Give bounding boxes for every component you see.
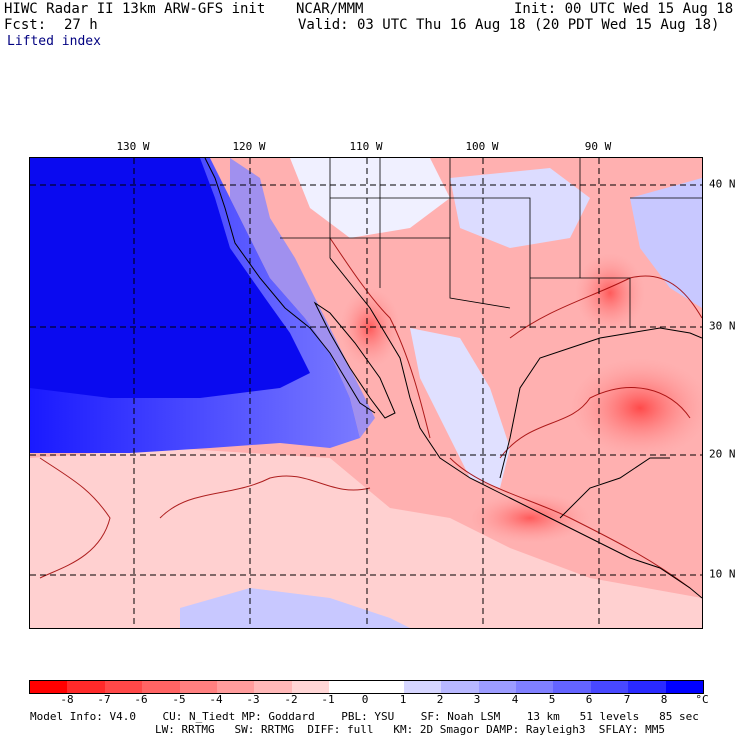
colorbar-swatch — [142, 681, 180, 693]
colorbar-tick: 3 — [473, 693, 481, 706]
colorbar-swatch — [67, 681, 105, 693]
colorbar-swatch — [553, 681, 591, 693]
lat-label: 20 N — [709, 447, 736, 461]
heat-gulf — [570, 358, 702, 458]
lon-label: 100 W — [465, 140, 499, 153]
lat-label: 40 N — [709, 177, 736, 191]
colorbar-unit: °C — [695, 693, 709, 706]
lifted-index-map — [29, 157, 703, 629]
lat-label: 30 N — [709, 319, 736, 333]
lon-label: 110 W — [349, 140, 383, 153]
map-canvas — [30, 158, 702, 628]
colorbar — [29, 680, 704, 694]
colorbar-tick: -4 — [209, 693, 223, 706]
blue-ocean-core — [30, 158, 310, 398]
init-time: Init: 00 UTC Wed 15 Aug 18 — [514, 1, 734, 17]
heat-south-central — [575, 253, 645, 333]
colorbar-swatch — [478, 681, 517, 693]
colorbar-tick: 7 — [623, 693, 631, 706]
valid-time: Valid: 03 UTC Thu 16 Aug 18 (20 PDT Wed … — [298, 17, 720, 33]
colorbar-tick: -8 — [60, 693, 74, 706]
model-title: HIWC Radar II 13km ARW-GFS init — [4, 1, 266, 17]
colorbar-swatch — [516, 681, 554, 693]
heat-southern-mexico — [470, 493, 590, 543]
colorbar-swatch — [441, 681, 479, 693]
colorbar-swatch — [628, 681, 666, 693]
colorbar-tick: 8 — [660, 693, 668, 706]
colorbar-swatch — [329, 681, 367, 693]
colorbar-swatch — [216, 681, 255, 693]
blue-patch-plains — [450, 168, 590, 248]
mexican-plateau — [410, 328, 510, 488]
colorbar-tick: -6 — [134, 693, 148, 706]
variable-name: Lifted index — [7, 34, 101, 49]
colorbar-tick: 6 — [585, 693, 593, 706]
colorbar-swatch — [403, 681, 442, 693]
colorbar-swatch — [104, 681, 143, 693]
blue-strip-south — [180, 588, 410, 628]
org-label: NCAR/MMM — [296, 1, 364, 17]
model-info-line2: LW: RRTMG SW: RRTMG DIFF: full KM: 2D Sm… — [155, 723, 665, 736]
colorbar-swatch — [30, 681, 68, 693]
lat-label: 10 N — [709, 567, 736, 581]
colorbar-tick: 4 — [511, 693, 519, 706]
state-borders — [280, 158, 702, 328]
colorbar-swatch — [590, 681, 629, 693]
lon-label: 120 W — [232, 140, 266, 153]
colorbar-tick: -3 — [246, 693, 260, 706]
colorbar-tick: -2 — [284, 693, 298, 706]
forecast-hour: 27 h — [64, 17, 98, 33]
colorbar-swatch — [665, 681, 704, 693]
model-info-line1: Model Info: V4.0 CU: N_Tiedt MP: Goddard… — [30, 710, 699, 723]
lon-label: 90 W — [584, 140, 612, 153]
heat-gulf-of-california — [340, 288, 400, 368]
lon-label: 130 W — [116, 140, 150, 153]
colorbar-tick: 1 — [399, 693, 407, 706]
coastlines — [204, 158, 702, 599]
colorbar-tick: 0 — [361, 693, 369, 706]
colorbar-swatch — [254, 681, 292, 693]
colorbar-tick: 5 — [548, 693, 556, 706]
colorbar-swatch — [179, 681, 217, 693]
forecast-label: Fcst: — [4, 17, 47, 33]
colorbar-swatch — [291, 681, 330, 693]
colorbar-tick: -5 — [172, 693, 186, 706]
pale-field — [30, 448, 702, 628]
colorbar-tick: 2 — [436, 693, 444, 706]
blue-patch-northeast — [630, 178, 702, 308]
colorbar-tick: -1 — [321, 693, 335, 706]
lat-lon-grid — [30, 158, 702, 628]
colorbar-swatch — [366, 681, 404, 693]
colorbar-tick: -7 — [97, 693, 111, 706]
